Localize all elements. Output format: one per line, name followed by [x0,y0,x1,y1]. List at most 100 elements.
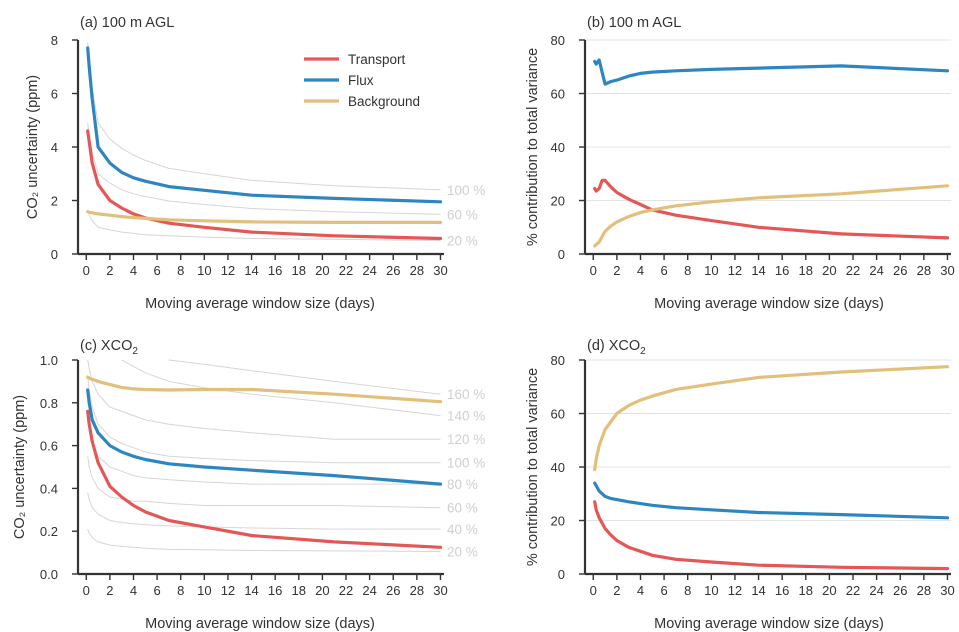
x-tick-label: 8 [177,583,184,598]
x-tick-label: 28 [917,583,931,598]
x-tick-label: 26 [893,263,907,278]
contour-label-120-pct: 120 % [447,432,485,447]
contour-140-pct [121,359,441,417]
series-transport [593,500,950,571]
x-tick-label: 4 [637,263,644,278]
x-tick-label: 20 [822,263,836,278]
x-tick-label: 16 [775,263,789,278]
contour-label-100-pct: 100 % [447,456,485,471]
x-tick-label: 8 [177,263,184,278]
y-tick-label: 60 [551,87,565,102]
contour-20-pct [87,528,441,552]
contour-20-pct [87,209,441,242]
panel-d: (d) XCO2 0 2 4 6 8 10 12 14 16 18 20 22 24 26 28 30 020… [525,338,955,632]
contour-60-pct [87,456,441,509]
y-tick-label: 0.6 [40,439,58,454]
x-tick-label: 18 [292,263,306,278]
y-tick-label: 20 [551,514,565,529]
y-tick-label: 0 [51,247,58,262]
contour-100-pct [87,377,441,464]
x-tick-label: 12 [728,583,742,598]
panel-b-x-axis-label: Moving average window size (days) [654,296,884,312]
y-tick-label: 80 [551,33,565,48]
x-tick-label: 6 [660,583,667,598]
x-tick-label: 22 [846,263,860,278]
panel-c-series [86,375,443,549]
contour-label-80-pct: 80 % [447,477,478,492]
y-tick-label: 8 [51,33,58,48]
series-transport [86,129,443,241]
legend-label-background: Background [348,94,420,109]
x-tick-label: 2 [106,583,113,598]
panel-d-x-axis-label: Moving average window size (days) [654,616,884,632]
x-tick-label: 10 [704,263,718,278]
x-tick-label: 18 [799,263,813,278]
x-tick-label: 24 [362,263,376,278]
x-tick-label: 4 [637,583,644,598]
panel-d-y-axis-label: % contribution to total variance [525,368,541,566]
x-tick-label: 30 [940,583,954,598]
x-tick-label: 18 [799,583,813,598]
x-tick-label: 0 [590,263,597,278]
panel-a-y-ticks: 0 2 4 6 8 [51,33,78,262]
x-tick-label: 12 [728,263,742,278]
y-tick-label: 20 [551,194,565,209]
contour-label-20-pct: 20 % [447,234,478,249]
panel-b-series [593,58,950,248]
legend: Transport Flux Background [304,52,420,109]
y-tick-label: 40 [551,460,565,475]
panel-a-series [86,46,443,241]
x-tick-label: 6 [153,263,160,278]
panel-d-y-ticks: 0 20 40 60 80 [551,353,585,582]
panel-b-axes [583,40,951,256]
panel-c-x-axis-label: Moving average window size (days) [145,616,375,632]
x-tick-label: 30 [940,263,954,278]
x-tick-label: 24 [362,583,376,598]
contour-label-60-pct: 60 % [447,207,478,222]
panel-b-y-axis-label: % contribution to total variance [525,48,541,246]
panel-a: (a) 100 m AGL 100 %60 %20 % 0 2 4 6 8 10 12 14 1… [25,15,485,312]
series-background [86,210,443,224]
x-tick-label: 12 [221,583,235,598]
panel-d-gridlines [585,359,951,521]
contour-label-60-pct: 60 % [447,501,478,516]
panel-b-y-ticks: 0 20 40 60 80 [551,33,585,262]
panel-a-x-ticks: 0 2 4 6 8 10 12 14 16 18 20 22 24 26 28 30 [83,254,448,278]
x-tick-label: 24 [869,583,883,598]
x-tick-label: 18 [292,583,306,598]
y-tick-label: 0.2 [40,524,58,539]
legend-label-transport: Transport [348,52,406,67]
x-tick-label: 14 [751,583,765,598]
contour-120-pct [87,359,441,440]
panel-c-contours: 160 % 140 % 120 % 100 % 80 % 60 % 40 % 20 % [87,359,485,560]
panel-a-x-axis-label: Moving average window size (days) [145,296,375,312]
contour-40-pct [87,492,441,530]
contour-label-160-pct: 160 % [447,387,485,402]
panel-b: (b) 100 m AGL 0 2 4 6 8 10 12 14 16 18 20 22 24 26 28 3… [525,15,955,312]
contour-label-100-pct: 100 % [447,183,485,198]
x-tick-label: 16 [268,263,282,278]
y-tick-label: 0.4 [40,481,58,496]
x-tick-label: 4 [130,583,137,598]
x-tick-label: 28 [410,583,424,598]
y-tick-label: 40 [551,140,565,155]
x-tick-label: 22 [339,263,353,278]
series-flux [86,388,443,486]
series-background [593,184,950,248]
series-background [86,375,443,404]
panel-c-y-axis-label: CO₂ uncertainty (ppm) [12,395,28,539]
x-tick-label: 20 [822,583,836,598]
x-tick-label: 16 [775,583,789,598]
x-tick-label: 28 [410,263,424,278]
panel-a-title: (a) 100 m AGL [80,15,174,31]
series-background [593,365,950,472]
panel-c: (c) XCO2 160 % 140 % 120 % 100 % 80 % 60 % 40 … [12,338,485,632]
x-tick-label: 26 [893,583,907,598]
x-tick-label: 22 [339,583,353,598]
x-tick-label: 10 [197,583,211,598]
series-transport [593,178,950,240]
series-transport [86,409,443,549]
contour-label-20-pct: 20 % [447,545,478,560]
x-tick-label: 14 [751,263,765,278]
x-tick-label: 16 [268,583,282,598]
